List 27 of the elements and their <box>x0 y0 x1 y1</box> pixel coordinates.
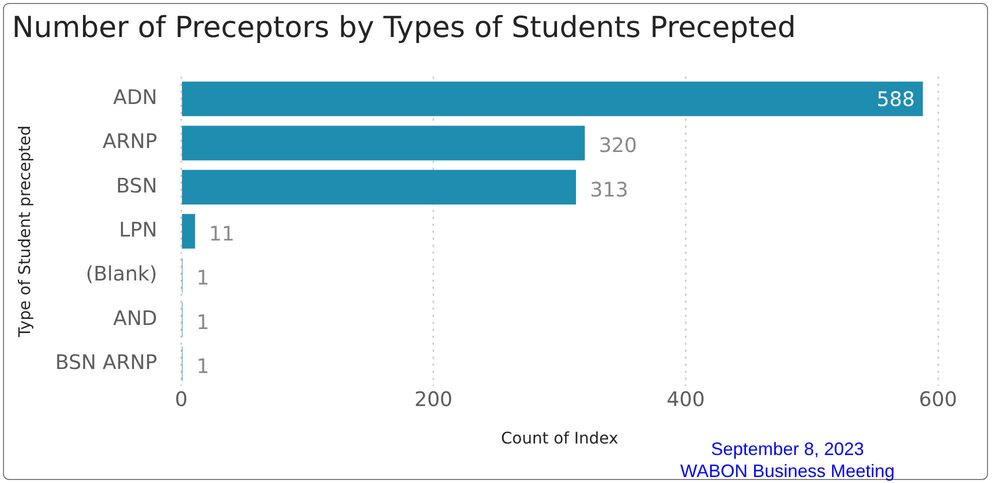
x-tick-label: 200 <box>414 387 453 412</box>
x-tick-label: 400 <box>666 387 705 412</box>
y-tick-label: LPN <box>119 218 158 242</box>
y-tick-label: ARNP <box>102 129 158 154</box>
data-label: 313 <box>590 177 628 202</box>
bar <box>182 126 585 160</box>
x-axis-title: Count of Index <box>501 428 618 448</box>
y-tick-label: BSN ARNP <box>55 350 158 374</box>
data-label: 588 <box>876 87 915 112</box>
text: September 8, 2023 <box>710 438 866 460</box>
y-axis-title: Type of Student precepted <box>14 125 34 338</box>
data-label: 11 <box>209 222 235 246</box>
x-tick-label: 600 <box>918 387 958 412</box>
y-tick-label: ADN <box>113 85 158 110</box>
bar <box>182 170 576 204</box>
x-tick-label: 0 <box>174 387 188 412</box>
data-label: 1 <box>196 354 210 378</box>
y-tick-label: AND <box>113 306 158 330</box>
chart-title: Number of Preceptors by Types of Students Precepted <box>12 10 796 44</box>
data-label: 1 <box>196 266 210 290</box>
data-label: 320 <box>598 133 638 158</box>
data-label: 1 <box>196 310 210 334</box>
text: WABON Business Meeting <box>679 460 896 482</box>
bar <box>182 214 196 249</box>
y-tick-label: BSN <box>116 173 158 198</box>
y-tick-label: (Blank) <box>86 262 158 286</box>
bar <box>182 82 923 116</box>
